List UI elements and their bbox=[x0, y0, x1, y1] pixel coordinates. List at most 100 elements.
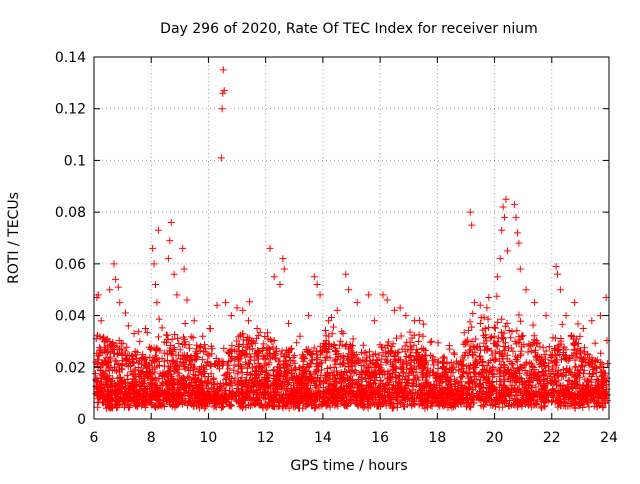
data-point bbox=[462, 337, 470, 345]
data-point bbox=[270, 273, 278, 281]
data-point bbox=[150, 260, 158, 268]
y-tick-label: 0.04 bbox=[55, 309, 86, 325]
data-point bbox=[166, 237, 174, 245]
data-point bbox=[552, 262, 560, 270]
data-point bbox=[402, 312, 410, 320]
data-point bbox=[556, 286, 564, 294]
data-point bbox=[313, 281, 321, 289]
data-point bbox=[190, 317, 198, 325]
data-point bbox=[596, 312, 604, 320]
data-point bbox=[280, 265, 288, 273]
data-point bbox=[501, 213, 509, 221]
data-point bbox=[383, 296, 391, 304]
data-point bbox=[353, 299, 361, 307]
data-point bbox=[451, 350, 458, 358]
data-point bbox=[419, 332, 427, 340]
y-tick-label: 0 bbox=[77, 412, 86, 428]
data-point bbox=[502, 195, 510, 203]
data-point bbox=[571, 299, 579, 307]
data-point bbox=[121, 309, 129, 317]
data-point bbox=[342, 270, 350, 278]
data-point bbox=[116, 299, 124, 307]
y-tick-label: 0.08 bbox=[55, 205, 86, 221]
data-point bbox=[99, 335, 107, 343]
data-point bbox=[164, 255, 172, 263]
x-tick-label: 12 bbox=[257, 430, 275, 446]
data-point bbox=[167, 218, 175, 226]
data-point bbox=[222, 299, 230, 307]
data-point bbox=[468, 221, 476, 229]
dense-scatter-marks bbox=[92, 292, 612, 412]
data-point bbox=[276, 281, 284, 289]
x-tick-label: 22 bbox=[543, 430, 561, 446]
data-point bbox=[253, 325, 261, 332]
x-tick-label: 14 bbox=[314, 430, 332, 446]
data-point bbox=[101, 345, 109, 353]
y-tick-label: 0.14 bbox=[55, 50, 86, 66]
data-point bbox=[111, 275, 119, 283]
dense-scatter-band bbox=[92, 292, 612, 412]
data-point bbox=[588, 317, 596, 325]
data-point bbox=[183, 296, 191, 304]
data-point bbox=[345, 286, 353, 294]
grid-lines bbox=[94, 57, 609, 419]
data-point bbox=[325, 317, 333, 325]
data-point bbox=[213, 301, 221, 309]
data-point bbox=[512, 213, 520, 221]
data-point bbox=[153, 299, 161, 307]
data-point bbox=[305, 312, 313, 320]
data-point bbox=[531, 299, 539, 307]
data-point bbox=[511, 200, 519, 208]
data-point bbox=[180, 265, 188, 273]
data-point bbox=[106, 286, 114, 294]
data-point bbox=[206, 325, 214, 332]
data-point bbox=[513, 229, 521, 237]
plot-frame bbox=[93, 56, 610, 420]
data-point bbox=[562, 312, 570, 320]
data-point bbox=[396, 304, 404, 312]
data-point bbox=[285, 319, 293, 327]
x-tick-label: 18 bbox=[428, 430, 446, 446]
data-point bbox=[542, 312, 550, 320]
data-point bbox=[522, 286, 530, 294]
data-point bbox=[410, 317, 418, 325]
data-point bbox=[602, 293, 610, 301]
data-point bbox=[218, 105, 226, 113]
data-point bbox=[499, 203, 507, 211]
data-point bbox=[496, 255, 504, 263]
x-tick-label: 16 bbox=[371, 430, 389, 446]
x-axis-label: GPS time / hours bbox=[290, 458, 407, 474]
data-point bbox=[428, 337, 436, 345]
data-point bbox=[152, 281, 160, 289]
x-tick-label: 20 bbox=[486, 430, 504, 446]
data-point bbox=[279, 255, 287, 263]
data-point bbox=[124, 322, 132, 330]
data-point bbox=[199, 332, 207, 340]
data-point bbox=[130, 330, 138, 338]
data-point bbox=[220, 87, 228, 95]
data-point bbox=[370, 317, 378, 325]
y-axis-label: ROTI / TECUs bbox=[6, 192, 22, 284]
data-point bbox=[471, 299, 479, 307]
x-tick-label: 8 bbox=[147, 430, 156, 446]
data-point bbox=[554, 270, 561, 278]
data-point bbox=[439, 358, 447, 366]
data-point bbox=[114, 283, 122, 291]
data-point bbox=[296, 332, 304, 340]
data-point bbox=[485, 293, 493, 301]
data-point bbox=[94, 291, 102, 299]
data-point bbox=[179, 244, 187, 252]
data-point bbox=[498, 226, 506, 234]
data-point bbox=[97, 317, 105, 325]
data-point bbox=[142, 325, 149, 332]
y-tick-label: 0.1 bbox=[64, 153, 86, 169]
data-point bbox=[233, 304, 241, 312]
data-point bbox=[110, 260, 118, 268]
axis-ticks: 6 8 10 12 14 16 18 20 22 24 0 0.02 0.04 0.06 0.08 0.1 0.… bbox=[55, 50, 618, 446]
data-point bbox=[170, 270, 178, 278]
data-point bbox=[239, 306, 247, 314]
data-point bbox=[219, 66, 227, 74]
data-point bbox=[333, 306, 341, 314]
